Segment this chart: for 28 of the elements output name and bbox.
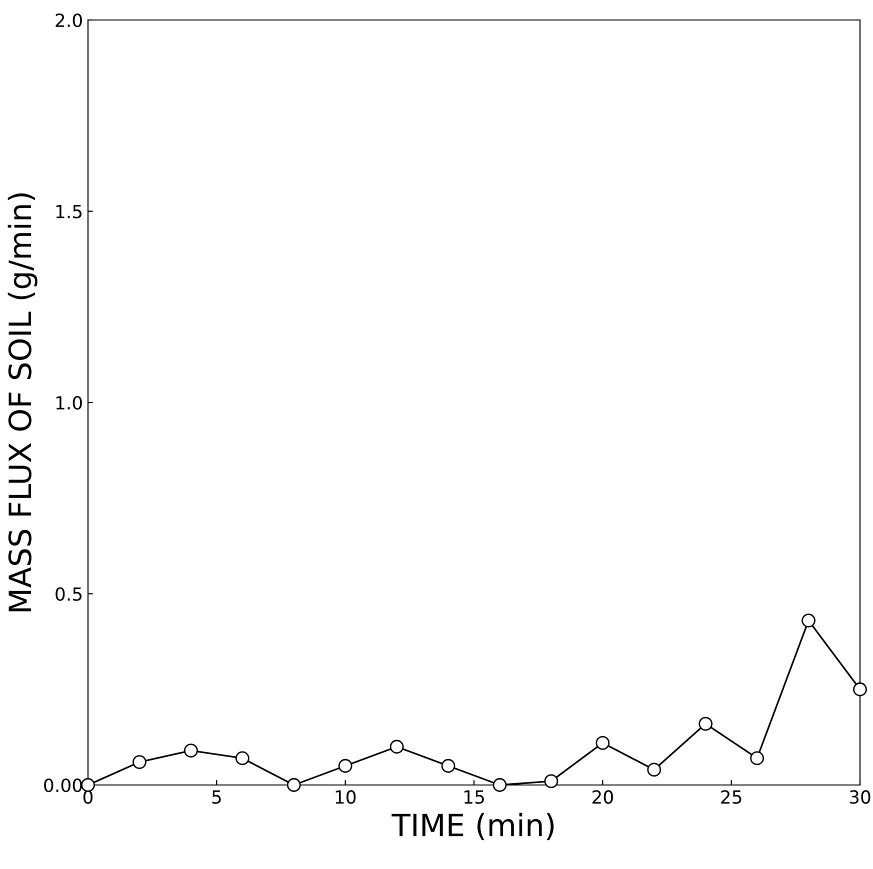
x-tick-label: 10 [336,790,356,804]
point [596,736,610,750]
point [286,778,301,792]
point [132,755,146,769]
x-tick-label: 15 [464,790,484,804]
x-tick-label: 20 [592,790,613,804]
x-axis-title: TIME (min) [392,812,554,840]
y-tick-label: 0.00 [44,778,82,792]
y-tick-label: 1.0 [56,396,82,410]
point [390,740,404,754]
point [441,758,456,773]
point [235,751,250,766]
x-tick-label: 5 [212,790,221,804]
point [698,716,713,731]
point [544,774,558,788]
point [647,762,662,777]
x-tick-label: 25 [721,790,742,804]
point [492,778,507,792]
y-tick-label: 2.0 [56,13,82,28]
point [338,758,352,773]
y-axis-title: MASS FLUX OF SOIL (g/min) [8,193,38,612]
y-tick-label: 1.5 [56,204,82,218]
point [184,744,198,758]
y-tick-label: 0.5 [56,587,82,601]
point [750,751,764,766]
point [802,614,816,628]
x-tick-label: 30 [850,790,870,804]
point [853,682,867,696]
